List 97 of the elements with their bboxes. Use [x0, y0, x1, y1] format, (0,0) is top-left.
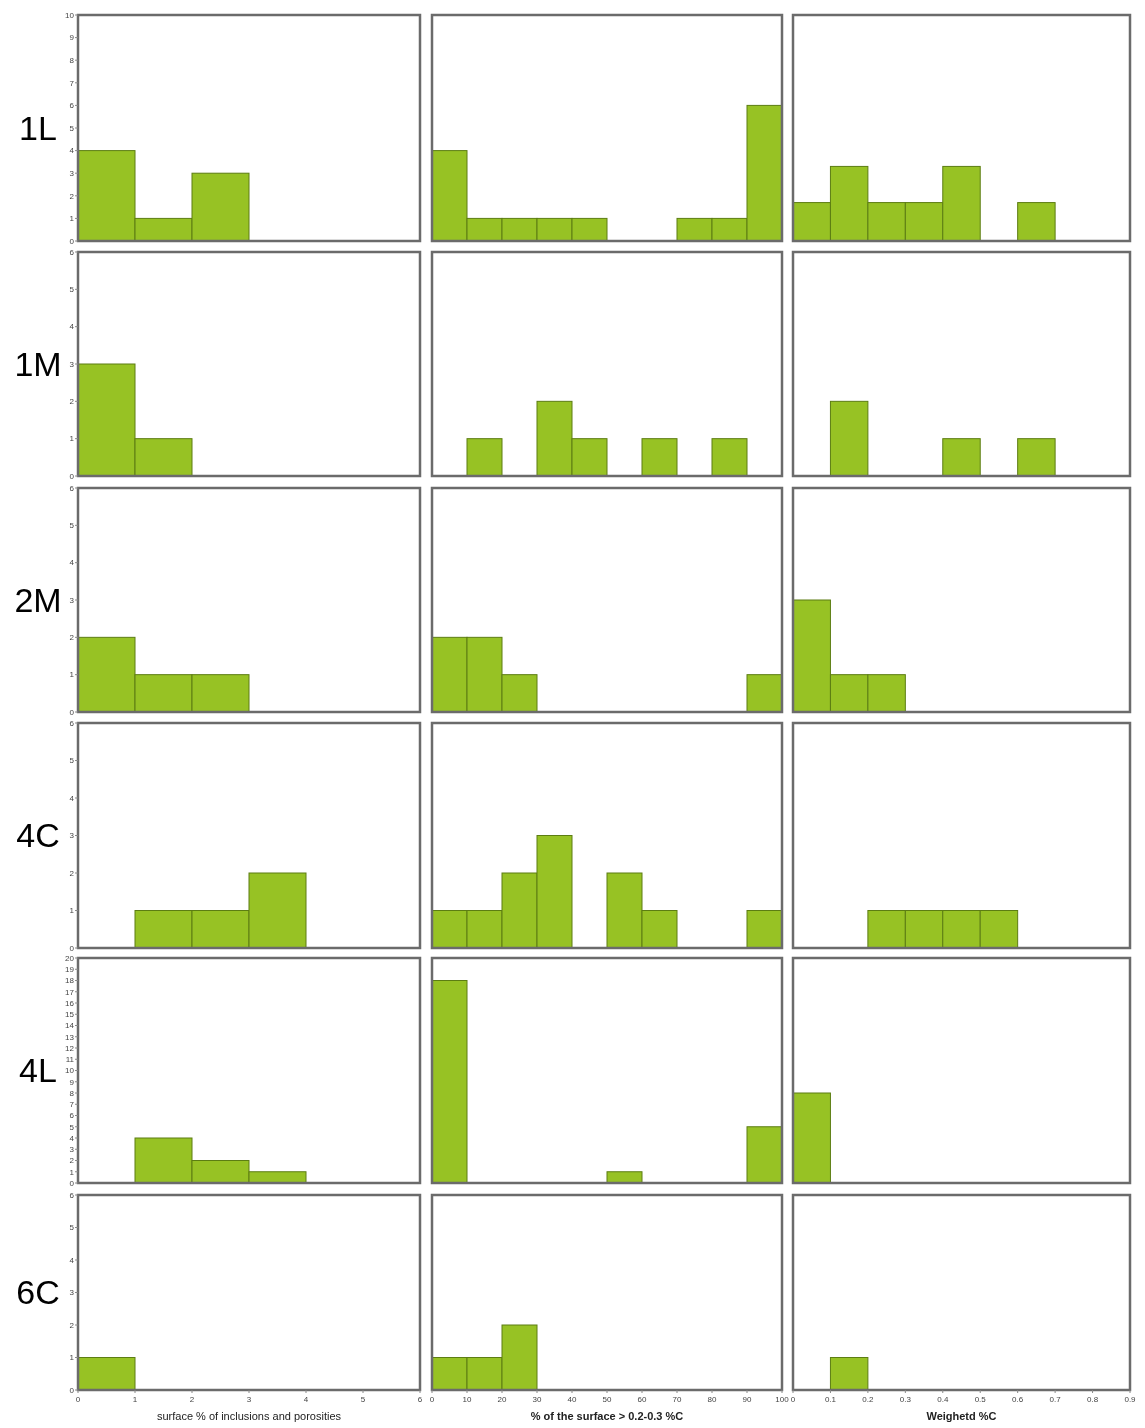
y-tick-label: 2	[69, 868, 75, 878]
x-axis-title: % of the surface > 0.2-0.3 %C	[530, 1410, 684, 1422]
x-tick-label: 70	[672, 1395, 682, 1404]
x-tick-label: 0.1	[824, 1395, 837, 1404]
x-tick-label: 0.9	[1124, 1395, 1137, 1404]
x-tick-label: 80	[707, 1395, 717, 1404]
y-tick-label: 4	[69, 146, 75, 156]
y-axis-title: 4C	[16, 816, 60, 855]
y-tick-label: 0	[69, 236, 75, 246]
x-tick-label: 6	[417, 1395, 423, 1404]
y-tick-label: 6	[69, 1111, 75, 1121]
y-tick-label: 15	[65, 1010, 75, 1020]
y-tick-label: 8	[69, 56, 75, 65]
y-tick-label: 1	[69, 434, 75, 444]
y-tick-label: 17	[65, 987, 75, 997]
y-tick-label: 4	[69, 558, 75, 568]
y-tick-label: 3	[69, 359, 75, 369]
y-tick-label: 9	[69, 33, 75, 43]
y-tick-label: 6	[69, 101, 75, 111]
y-tick-label: 6	[69, 247, 75, 257]
y-tick-label: 5	[69, 521, 75, 531]
y-tick-label: 2	[69, 633, 75, 643]
y-tick-label: 3	[69, 1288, 75, 1298]
x-tick-label: 1	[132, 1395, 138, 1404]
y-axis-title: 1L	[19, 108, 57, 147]
y-tick-label: 13	[65, 1032, 75, 1042]
y-tick-label: 3	[69, 169, 75, 178]
y-tick-label: 7	[69, 78, 75, 88]
y-tick-label: 6	[69, 483, 75, 493]
y-tick-label: 6	[69, 718, 75, 728]
x-tick-label: 20	[497, 1395, 507, 1404]
y-tick-label: 19	[65, 965, 75, 975]
y-tick-label: 2	[69, 1156, 75, 1166]
y-tick-label: 3	[69, 1145, 75, 1155]
y-tick-label: 5	[69, 1122, 75, 1132]
y-tick-label: 16	[65, 998, 75, 1008]
y-axis-title: 6C	[16, 1273, 60, 1312]
y-tick-label: 1	[69, 906, 75, 916]
y-tick-label: 11	[65, 1055, 75, 1065]
x-tick-label: 0.2	[862, 1395, 874, 1404]
y-axis-title: 4L	[19, 1051, 57, 1090]
y-tick-label: 2	[69, 191, 75, 201]
y-tick-label: 10	[65, 1066, 75, 1076]
y-tick-label: 7	[69, 1100, 75, 1110]
y-tick-label: 3	[69, 831, 75, 841]
y-tick-label: 5	[69, 123, 75, 133]
y-tick-label: 0	[69, 1178, 75, 1188]
y-tick-label: 4	[69, 793, 75, 803]
x-tick-label: 50	[602, 1395, 612, 1404]
x-tick-label: 0	[75, 1395, 81, 1404]
x-tick-label: 2	[189, 1395, 195, 1404]
x-tick-label: 4	[303, 1395, 309, 1404]
x-axis-title: Weighetd %C	[926, 1410, 997, 1422]
x-tick-label: 0.4	[937, 1395, 949, 1404]
x-tick-label: 30	[532, 1395, 542, 1404]
y-tick-label: 4	[69, 1133, 75, 1143]
y-tick-label: 9	[69, 1077, 75, 1087]
y-tick-label: 0	[69, 471, 75, 481]
x-tick-label: 100	[775, 1395, 790, 1404]
x-tick-label: 0.5	[974, 1395, 987, 1404]
y-axis-title: 2M	[14, 580, 62, 619]
y-tick-label: 14	[65, 1021, 75, 1031]
y-tick-label: 0	[69, 943, 75, 953]
y-tick-label: 2	[69, 397, 75, 407]
y-tick-label: 4	[69, 1255, 75, 1265]
y-tick-label: 1	[69, 670, 75, 680]
y-tick-label: 1	[69, 1167, 75, 1177]
y-tick-label: 10	[65, 10, 75, 20]
x-tick-label: 60	[637, 1395, 647, 1404]
y-axis-title: 1M	[14, 344, 62, 383]
y-tick-label: 12	[65, 1043, 75, 1053]
x-tick-label: 10	[462, 1395, 472, 1404]
y-tick-label: 4	[69, 322, 75, 332]
x-tick-label: 90	[742, 1395, 752, 1404]
y-tick-label: 2	[69, 1320, 75, 1330]
y-tick-label: 5	[69, 285, 75, 295]
y-tick-label: 0	[69, 707, 75, 717]
y-tick-label: 5	[69, 756, 75, 766]
x-tick-label: 0.3	[899, 1395, 912, 1404]
y-tick-label: 1	[69, 1353, 75, 1363]
x-tick-label: 0	[790, 1395, 796, 1404]
y-tick-label: 0	[69, 1385, 75, 1395]
x-axis-title: surface % of inclusions and porosities	[156, 1410, 342, 1422]
x-tick-label: 0.6	[1012, 1395, 1024, 1404]
y-tick-label: 6	[69, 1190, 75, 1200]
y-tick-label: 5	[69, 1223, 75, 1233]
x-tick-label: 0.7	[1049, 1395, 1062, 1404]
y-tick-label: 18	[65, 976, 75, 986]
x-tick-label: 40	[567, 1395, 577, 1404]
y-tick-label: 8	[69, 1088, 75, 1098]
x-tick-label: 0	[429, 1395, 435, 1404]
y-tick-label: 20	[65, 953, 75, 963]
y-tick-label: 3	[69, 595, 75, 605]
y-tick-label: 1	[69, 214, 75, 224]
x-tick-label: 5	[360, 1395, 366, 1404]
x-tick-label: 0.8	[1086, 1395, 1099, 1404]
x-tick-label: 3	[246, 1395, 252, 1404]
